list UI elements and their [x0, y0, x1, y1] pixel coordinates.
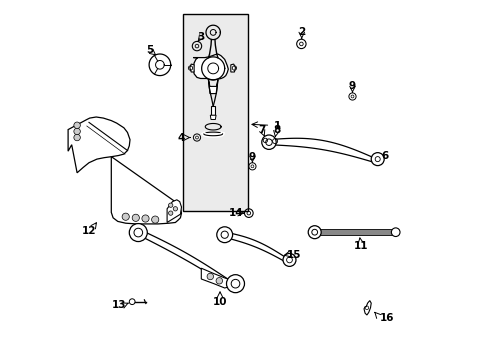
Text: 5: 5 — [146, 45, 154, 55]
Circle shape — [216, 227, 232, 243]
Text: 8: 8 — [273, 125, 280, 135]
Circle shape — [390, 228, 399, 237]
Text: 16: 16 — [379, 312, 393, 323]
Circle shape — [151, 216, 159, 223]
Circle shape — [129, 224, 147, 242]
Text: 10: 10 — [212, 297, 227, 307]
Polygon shape — [201, 268, 235, 288]
Text: 12: 12 — [81, 226, 96, 236]
Circle shape — [168, 211, 172, 215]
Text: 4: 4 — [178, 132, 185, 143]
Circle shape — [74, 128, 80, 135]
Circle shape — [216, 278, 222, 284]
Polygon shape — [140, 230, 233, 289]
Circle shape — [261, 135, 276, 149]
Text: 2: 2 — [298, 27, 305, 37]
Circle shape — [307, 226, 321, 239]
Circle shape — [173, 207, 177, 211]
Polygon shape — [230, 64, 235, 72]
Circle shape — [370, 153, 384, 166]
Circle shape — [74, 122, 80, 129]
Text: 1: 1 — [273, 121, 281, 131]
Polygon shape — [189, 64, 194, 72]
Circle shape — [206, 273, 213, 280]
Text: 14: 14 — [229, 208, 244, 218]
Circle shape — [132, 214, 139, 221]
Text: 11: 11 — [353, 240, 368, 251]
Circle shape — [142, 215, 149, 222]
Polygon shape — [193, 54, 228, 80]
Polygon shape — [314, 229, 395, 235]
Circle shape — [74, 134, 80, 141]
Text: 15: 15 — [286, 250, 301, 260]
Text: 9: 9 — [248, 152, 255, 162]
Polygon shape — [208, 80, 218, 94]
FancyBboxPatch shape — [183, 14, 247, 211]
Text: 6: 6 — [381, 150, 388, 161]
Circle shape — [226, 275, 244, 293]
Text: 7: 7 — [258, 125, 265, 135]
Circle shape — [122, 213, 129, 220]
Polygon shape — [363, 301, 370, 315]
Polygon shape — [225, 232, 288, 264]
Polygon shape — [211, 106, 215, 115]
Circle shape — [168, 203, 172, 207]
Polygon shape — [111, 157, 181, 224]
Polygon shape — [167, 200, 181, 222]
Polygon shape — [268, 138, 377, 163]
Polygon shape — [210, 115, 216, 120]
Circle shape — [283, 253, 295, 266]
Text: 3: 3 — [197, 32, 204, 42]
Polygon shape — [68, 117, 130, 173]
Text: 9: 9 — [348, 81, 355, 91]
Text: 13: 13 — [112, 300, 126, 310]
